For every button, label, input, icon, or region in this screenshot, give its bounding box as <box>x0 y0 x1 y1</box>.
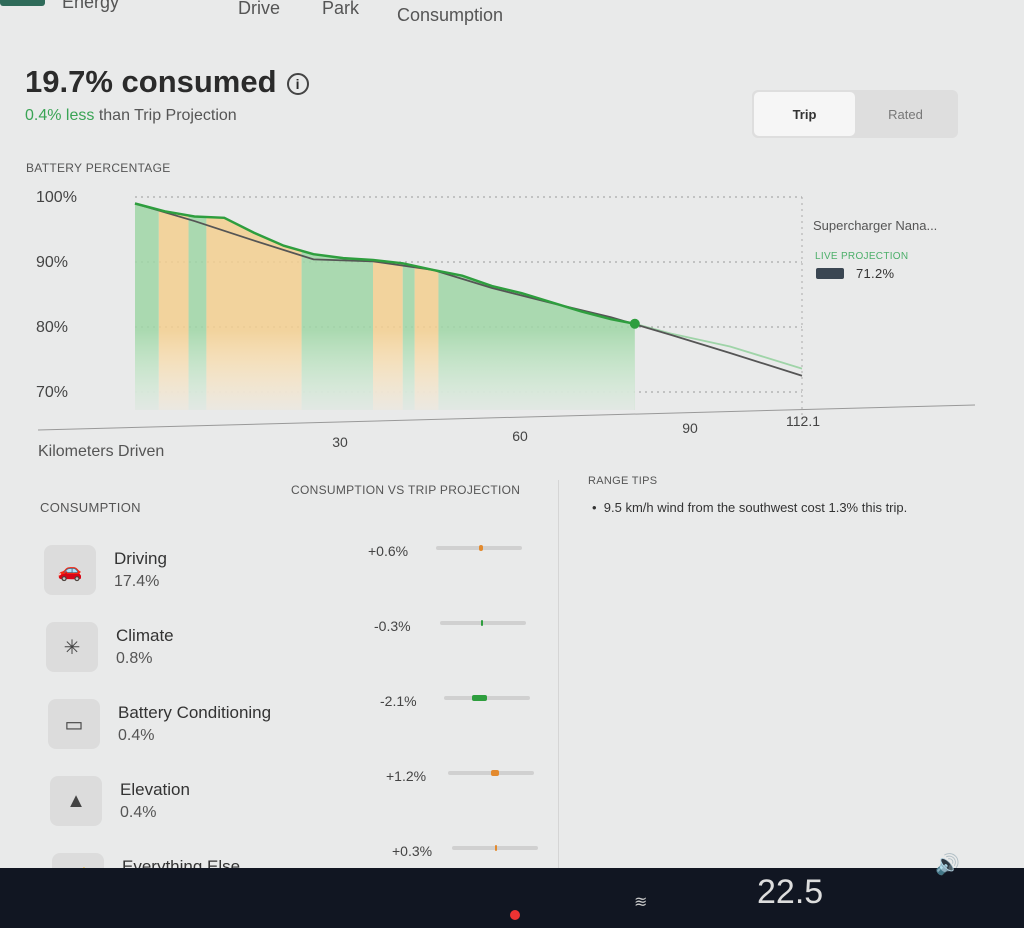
band-fade <box>135 330 635 412</box>
deviation-mark <box>472 695 487 701</box>
consumption-diff: -0.3% <box>374 618 411 634</box>
deviation-mark <box>480 620 483 626</box>
vs-header: CONSUMPTION VS TRIP PROJECTION <box>291 483 521 497</box>
toggle-rated[interactable]: Rated <box>888 106 923 122</box>
series-line-live-projection <box>634 322 803 370</box>
info-icon[interactable]: i <box>286 72 309 95</box>
volume-icon[interactable]: 🔊 <box>935 854 960 876</box>
consumption-item: ▭ Battery Conditioning 0.4% <box>48 699 271 749</box>
deviation-mark <box>495 845 498 851</box>
tab-drive[interactable]: Drive <box>238 0 281 18</box>
divider <box>558 480 559 880</box>
consumption-diff: +0.3% <box>392 843 433 859</box>
current-position-marker <box>629 318 640 329</box>
toggle-trip[interactable]: Trip <box>754 92 855 136</box>
consumption-diff: +0.6% <box>368 543 409 559</box>
top-nav: Energy Drive Park Consumption <box>0 0 1024 30</box>
tab-consumption[interactable]: Consumption <box>397 5 504 25</box>
y-axis-label: BATTERY PERCENTAGE <box>26 161 171 175</box>
y-tick-label: 70% <box>36 384 68 401</box>
x-axis <box>37 404 976 431</box>
seat-heater-icon[interactable]: ≋ <box>634 894 648 911</box>
recording-dot <box>510 910 520 920</box>
x-tick-label: 90 <box>682 420 698 436</box>
consumption-item: ▲ Elevation 0.4% <box>50 776 190 826</box>
car-icon: 🚗 <box>44 545 96 595</box>
range-tip: • 9.5 km/h wind from the southwest cost … <box>592 500 908 515</box>
deviation-bar <box>444 695 530 701</box>
y-tick-label: 100% <box>36 189 77 206</box>
deviation-bar <box>452 845 538 851</box>
range-tips-header: RANGE TIPS <box>588 475 658 487</box>
tab-park[interactable]: Park <box>322 0 360 18</box>
consumption-item: ✳ Climate 0.8% <box>46 622 174 672</box>
mountain-icon: ▲ <box>50 776 102 826</box>
y-tick-label: 80% <box>36 319 68 336</box>
fan-icon: ✳ <box>46 622 98 672</box>
x-tick-label: 60 <box>512 428 528 444</box>
live-projection-value: 71.2% <box>856 266 895 281</box>
battery-icon: ▭ <box>48 699 100 749</box>
x-tick-label: 112.1 <box>786 413 820 429</box>
deviation-mark <box>491 770 500 776</box>
y-tick-label: 90% <box>36 254 68 271</box>
consumption-diff: +1.2% <box>386 768 427 784</box>
x-axis-label: Kilometers Driven <box>38 443 165 460</box>
series-line-actual <box>134 202 636 325</box>
live-projection-label: LIVE PROJECTION <box>815 251 909 262</box>
series-line-trip-projection <box>134 202 803 377</box>
consumption-item: 🚗 Driving 17.4% <box>44 545 167 595</box>
temperature[interactable]: 22.5 <box>757 873 824 911</box>
energy-app-icon <box>0 0 45 6</box>
x-tick-label: 30 <box>332 434 348 450</box>
battery-icon <box>816 268 844 279</box>
deviation-bar <box>436 545 522 551</box>
destination-label: Supercharger Nana... <box>813 218 938 233</box>
consumption-diff: -2.1% <box>380 693 417 709</box>
deviation-bar <box>440 620 526 626</box>
battery-chart: 100% 90% 80% 70% 30 60 90 112.1 <box>36 189 976 450</box>
consumption-header: CONSUMPTION <box>40 500 141 515</box>
consumed-title: 19.7% consumed i <box>25 64 309 100</box>
deviation-bar <box>448 770 534 776</box>
app-title: Energy <box>62 0 120 12</box>
projection-diff: 0.4% less than Trip Projection <box>25 107 237 124</box>
trip-rated-toggle[interactable]: Trip Rated <box>752 90 958 138</box>
deviation-mark <box>479 545 484 551</box>
